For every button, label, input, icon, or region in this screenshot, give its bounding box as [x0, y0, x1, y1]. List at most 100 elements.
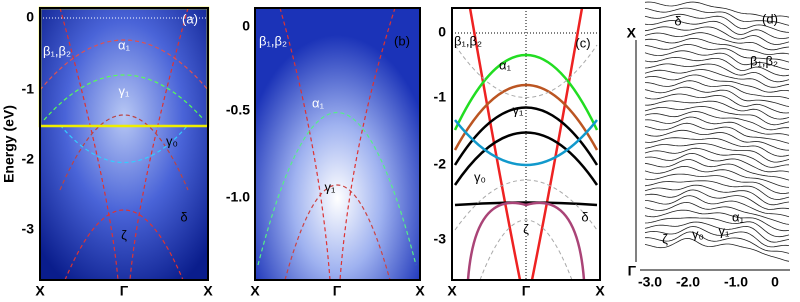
y-tick-label: -1	[434, 89, 447, 105]
y-tick-label: -2	[434, 156, 447, 172]
y-tick-label: -1	[22, 81, 35, 97]
x-tick-label: X	[415, 283, 425, 299]
band-label: γ₀	[692, 226, 704, 241]
x-tick-label: Γ	[333, 283, 342, 299]
spectrum-line	[644, 129, 790, 151]
spectrum-line	[644, 143, 790, 163]
band-label: ζ	[523, 221, 529, 236]
spectrum-line	[644, 69, 790, 88]
y-axis-label: Energy (eV)	[1, 105, 17, 183]
spectrum-line	[644, 26, 790, 45]
band-label: γ₁	[325, 179, 337, 194]
spectrum-line	[644, 189, 790, 210]
band-label: γ₁	[513, 102, 525, 117]
spectrum-line	[644, 221, 790, 243]
spectrum-line	[644, 184, 790, 206]
band-label: α₁	[118, 37, 131, 52]
spectrum-line	[644, 217, 790, 238]
spectrum-line	[644, 111, 790, 131]
x-tick-label: X	[203, 283, 213, 299]
y-tick-label: -2	[22, 151, 35, 167]
spectrum-line	[644, 20, 790, 39]
spectrum-line	[644, 74, 790, 93]
waterfall	[644, 1, 790, 262]
y-tick-label: 0	[438, 24, 446, 40]
spectrum-line	[644, 32, 790, 51]
x-tick-label: X	[35, 283, 45, 299]
x-tick-label: X	[595, 283, 605, 299]
y-tick-label: -3	[22, 221, 35, 237]
bands-c-dashed	[454, 44, 598, 281]
spectrum-line	[644, 201, 790, 225]
spectrum-line	[644, 13, 790, 33]
band-label: δ	[581, 209, 588, 224]
frame	[451, 7, 601, 281]
band-label: β₁,β₂	[454, 33, 482, 48]
spectrum-line	[644, 180, 790, 200]
band-label: δ	[674, 13, 681, 28]
x-tick-label: X	[447, 283, 457, 299]
frame	[254, 7, 421, 281]
spectrum-line	[644, 159, 790, 181]
frame	[39, 7, 209, 281]
x-tick-label: -1.0	[724, 274, 748, 290]
spectrum-line	[644, 165, 790, 188]
band-label: γ₁	[719, 223, 731, 238]
band-label: γ₀	[474, 169, 486, 184]
spectrum-line	[644, 122, 790, 144]
y-tick-label: -3	[434, 231, 447, 247]
y-tick-label: Γ	[628, 263, 637, 279]
spectrum-line	[644, 231, 790, 254]
x-tick-label: 0	[771, 274, 779, 290]
y-tick-label: 0	[26, 9, 34, 25]
spectrum-line	[644, 93, 790, 114]
spectrum-line	[644, 86, 790, 107]
spectrum-line	[644, 237, 790, 262]
spectrum-line	[644, 50, 790, 70]
band-label: δ	[180, 209, 187, 224]
spectrum-line	[644, 147, 790, 168]
spectrum-line	[644, 7, 790, 26]
band-label: β₁,β₂	[43, 43, 71, 58]
spectrum-line	[644, 37, 790, 55]
spectrum-line	[644, 209, 790, 232]
spectrum-line	[644, 152, 790, 173]
spectrum-line	[644, 116, 790, 136]
band-label: α₁	[732, 209, 745, 224]
band-label: α₁	[312, 95, 325, 110]
bands-a	[39, 7, 209, 281]
spectrum-line	[644, 226, 790, 248]
band-label: γ₀	[166, 133, 178, 148]
y-tick-label: -0.5	[226, 102, 250, 118]
band-label: γ₁	[119, 83, 131, 98]
band-label: ζ	[662, 231, 668, 246]
spectrum-a	[40, 8, 208, 280]
spectrum-line	[644, 137, 790, 157]
x-tick-label: Γ	[522, 283, 531, 299]
spectrum-b	[255, 8, 420, 280]
band-label: α₁	[499, 57, 512, 72]
y-tick-label: X	[627, 25, 637, 41]
x-tick-label: -3.0	[638, 274, 662, 290]
spectrum-line	[644, 63, 790, 83]
x-tick-label: Γ	[120, 283, 129, 299]
panel-label: (a)	[182, 11, 198, 26]
x-tick-label: X	[250, 283, 260, 299]
spectrum-line	[644, 1, 790, 18]
spectrum-line	[644, 56, 790, 77]
spectrum-line	[644, 106, 790, 126]
bands-b	[257, 7, 417, 281]
y-tick-label: -1.0	[226, 189, 250, 205]
spectrum-line	[644, 173, 790, 194]
panel-label: (c)	[575, 35, 590, 50]
bands-c	[453, 7, 599, 281]
spectrum-line	[644, 195, 790, 218]
spectrum-line	[644, 100, 790, 120]
panel-label: (b)	[394, 33, 410, 48]
band-label: β₁,β₂	[750, 53, 778, 68]
band-label: ζ	[121, 227, 127, 242]
spectrum-line	[644, 43, 790, 63]
y-tick-label: 0	[242, 18, 250, 34]
x-tick-label: -2.0	[676, 274, 700, 290]
